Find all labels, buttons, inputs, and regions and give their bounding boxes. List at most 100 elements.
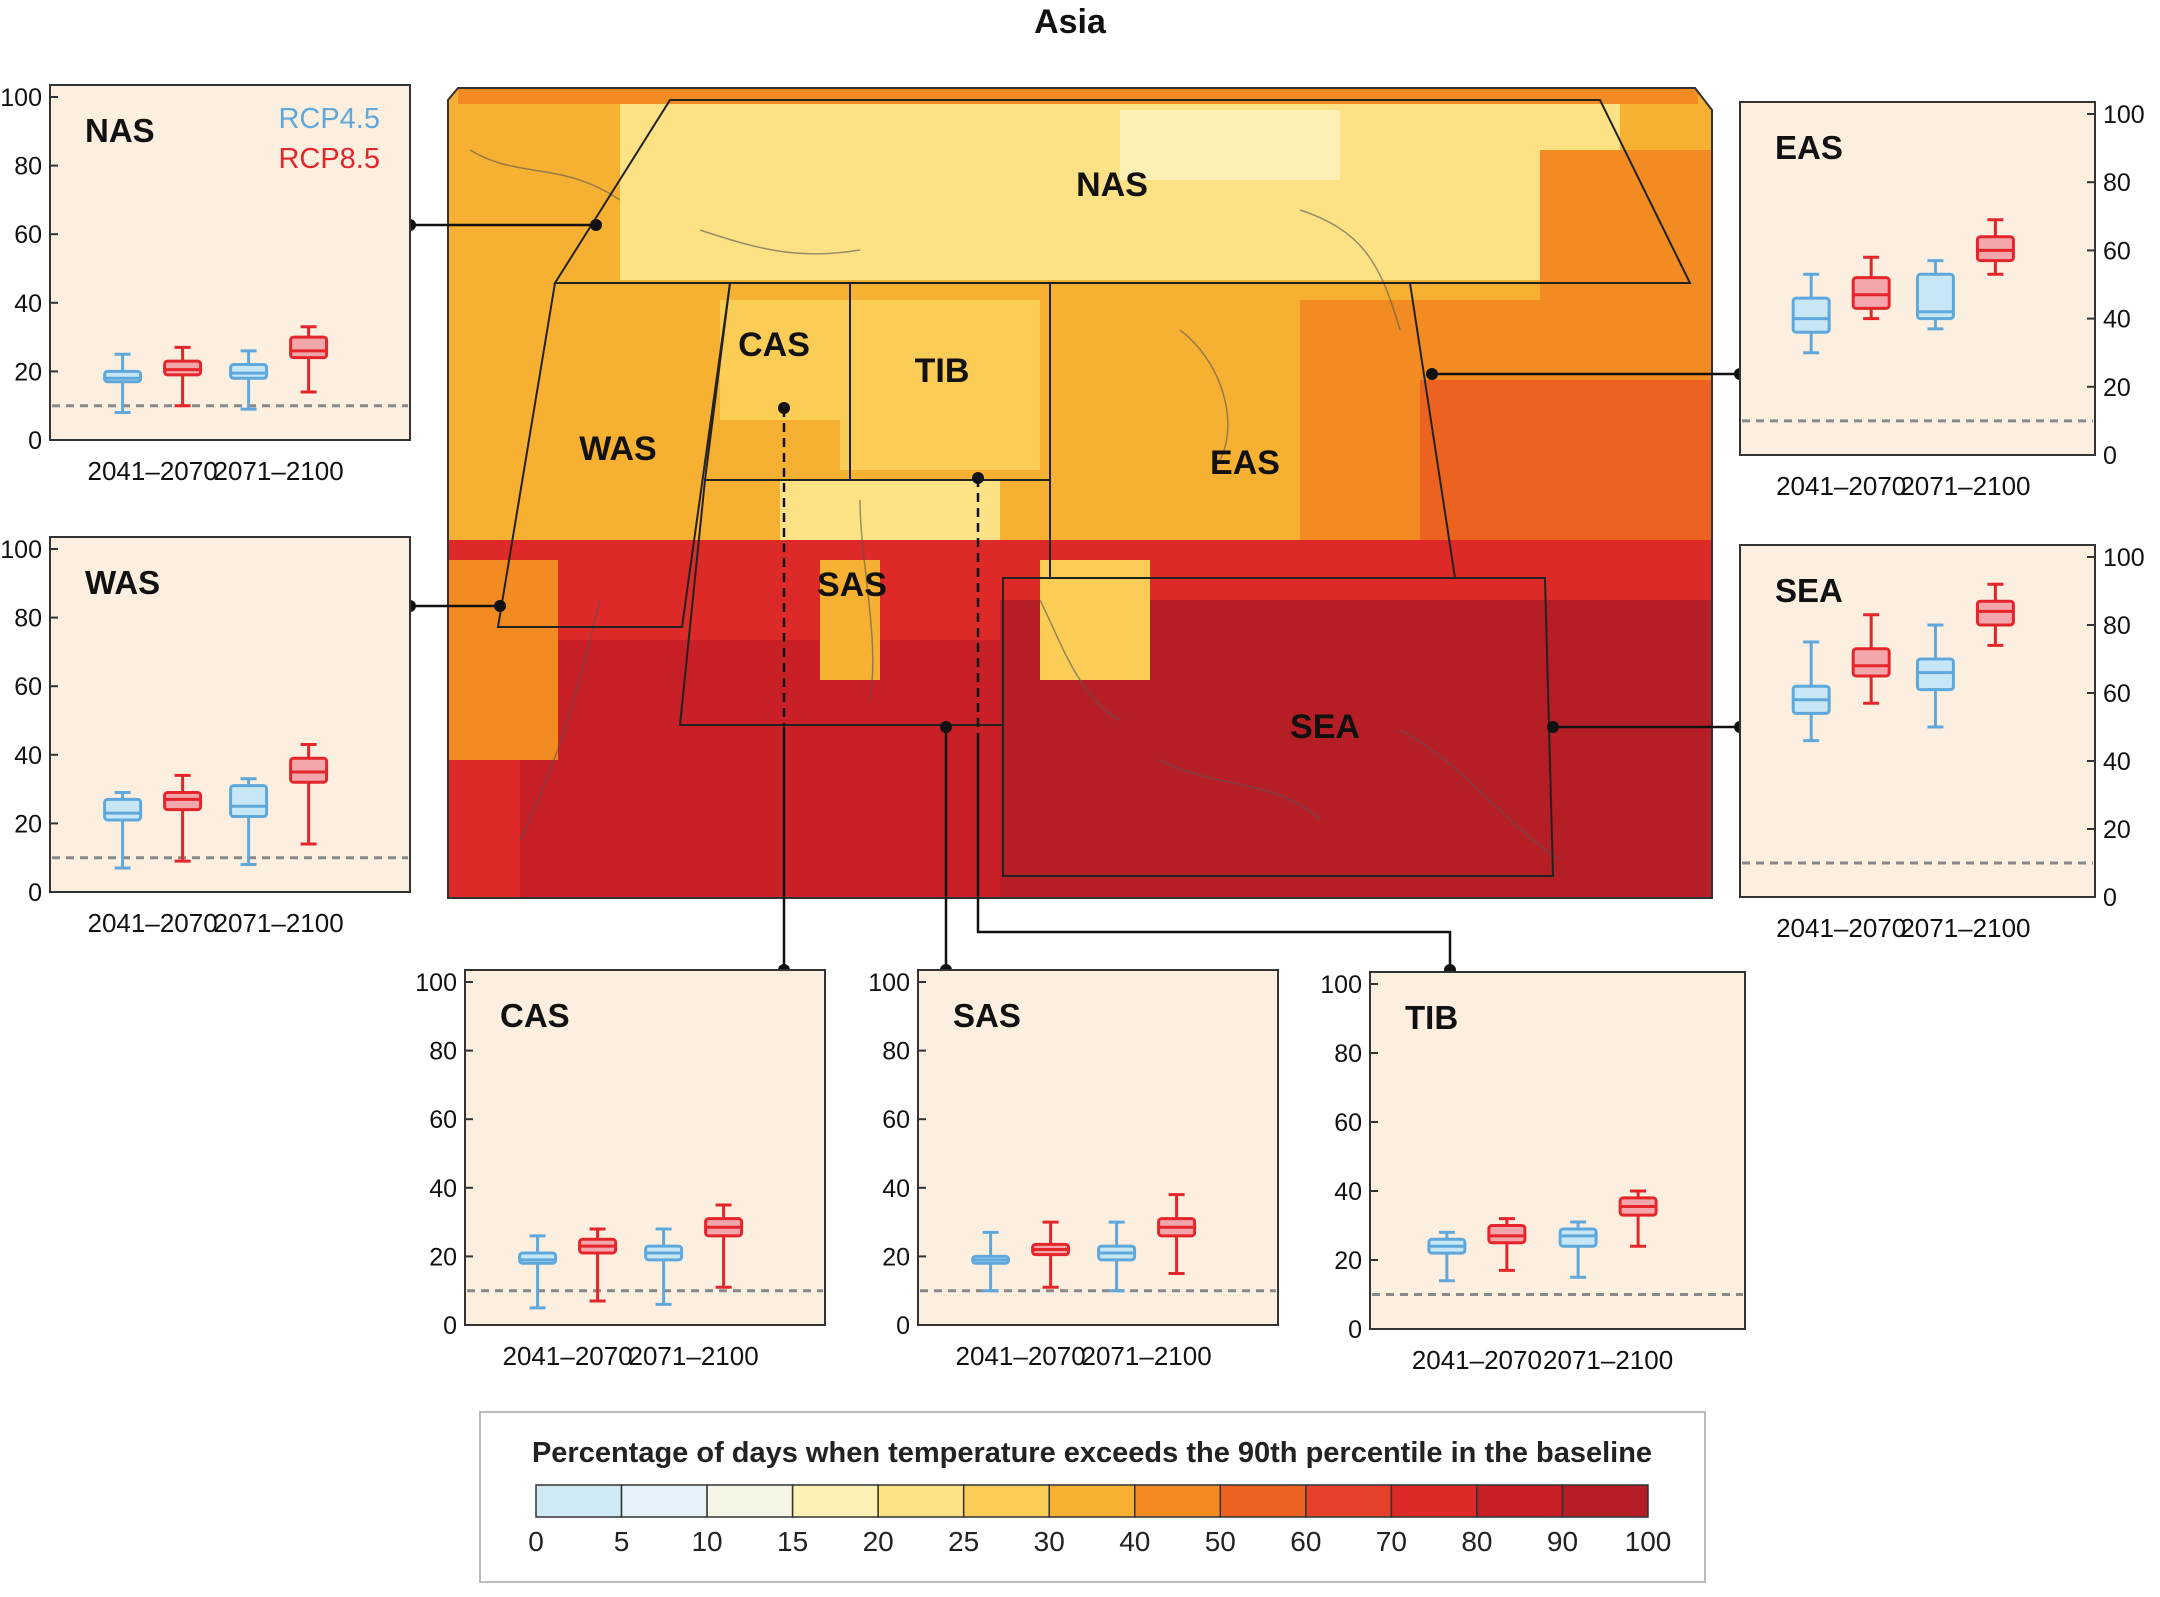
map-cell-tibet [840,300,1040,470]
box-rcp85-1 [289,325,329,394]
coastline [469,149,1561,861]
box-rcp85-0 [163,345,203,408]
box-iqr [1975,235,2015,263]
y-tick-label: 40 [882,1175,910,1203]
box-iqr [103,369,143,384]
x-category-label: 2071–2100 [1543,1345,1673,1375]
y-tick-label: 0 [443,1312,457,1340]
map-cell-arabia [448,560,558,760]
panel-title: WAS [85,564,160,601]
legend-swatch [791,1484,879,1518]
y-tick-label: 0 [2103,442,2117,470]
legend-swatch [706,1484,794,1518]
map-cell-indochina [1040,560,1150,680]
legend-tick-label: 80 [1461,1526,1492,1557]
panel-title: TIB [1405,999,1458,1036]
x-category-label: 2041–2070 [88,456,218,486]
region-label-cas: CAS [738,326,810,364]
y-tick-label: 100 [0,84,42,112]
legend-tick-label: 40 [1119,1526,1150,1557]
legend-rcp85: RCP8.5 [278,143,380,175]
region-label-nas: NAS [1076,166,1148,204]
box-rcp45-1 [1558,1220,1598,1279]
legend-swatch [962,1484,1050,1518]
box-iqr [163,359,203,377]
legend-swatch [1305,1484,1393,1518]
box-iqr [289,756,329,784]
box-rcp45-0 [103,352,143,415]
box-rcp85-1 [704,1203,744,1289]
dot-tib-map [972,472,984,484]
connector-tib [976,735,1452,970]
panel-frame [917,969,1279,1326]
box-rcp85-0 [1031,1220,1071,1289]
dot-cas-map [778,402,790,414]
y-tick-label: 60 [1334,1109,1362,1137]
x-category-label: 2071–2100 [1082,1341,1212,1371]
legend-tick-label: 15 [777,1526,808,1557]
box-rcp85-1 [1157,1193,1197,1276]
panel-tib: 0 20 40 60 80 100 TIB 2041–2070 2071–2100 [1320,971,1746,1375]
x-category-label: 2071–2100 [214,908,344,938]
x-category-label: 2041–2070 [88,908,218,938]
legend-tick-label: 100 [1625,1526,1672,1557]
box-iqr [163,791,203,812]
y-tick-label: 0 [1348,1316,1362,1344]
y-tick-label: 80 [2103,169,2131,197]
x-category-label: 2071–2100 [1900,471,2030,501]
y-tick-label: 0 [28,879,42,907]
y-tick-label: 40 [1334,1178,1362,1206]
box-iqr [229,363,269,380]
box-rcp45-1 [229,349,269,411]
panel-title: SAS [953,997,1021,1034]
y-tick-label: 40 [429,1175,457,1203]
y-tick-label: 20 [2103,816,2131,844]
panel-title: CAS [500,997,570,1034]
panel-frame [464,969,826,1326]
region-label-sas: SAS [817,566,887,604]
x-category-label: 2041–2070 [1776,471,1906,501]
legend-swatch [1219,1484,1307,1518]
y-tick-label: 60 [14,221,42,249]
y-tick-label: 20 [882,1243,910,1271]
y-tick-label: 100 [1320,971,1362,999]
box-iqr [1851,647,1891,678]
box-rcp85-0 [163,773,203,863]
box-rcp45-0 [1791,640,1831,743]
legend-swatch [620,1484,708,1518]
box-rcp45-1 [644,1227,684,1306]
box-iqr [1487,1224,1527,1245]
y-tick-label: 0 [2103,884,2117,912]
dot-sas-map [940,721,952,733]
y-tick-label: 60 [14,673,42,701]
y-tick-label: 40 [14,742,42,770]
region-label-was: WAS [579,430,656,468]
legend-tick-label: 60 [1290,1526,1321,1557]
y-tick-label: 60 [882,1106,910,1134]
x-category-label: 2071–2100 [214,456,344,486]
box-iqr [1915,272,1955,321]
legend-swatch [1048,1484,1136,1518]
box-iqr [289,335,329,360]
y-tick-label: 100 [2103,101,2145,129]
legend-swatch [1476,1484,1564,1518]
y-tick-label: 40 [2103,748,2131,776]
legend-tick-label: 50 [1205,1526,1236,1557]
region-label-tib: TIB [915,352,970,390]
legend-tick-label: 10 [691,1526,722,1557]
box-rcp45-0 [971,1230,1011,1293]
legend-swatch [535,1484,623,1518]
connectors [410,223,1740,970]
y-tick-label: 100 [415,969,457,997]
map-cell-cas [720,300,840,420]
box-rcp45-1 [1097,1220,1137,1293]
figure-title: Asia [1034,3,1107,41]
box-iqr [1975,599,2015,627]
y-tick-label: 80 [2103,612,2131,640]
y-tick-label: 0 [896,1312,910,1340]
